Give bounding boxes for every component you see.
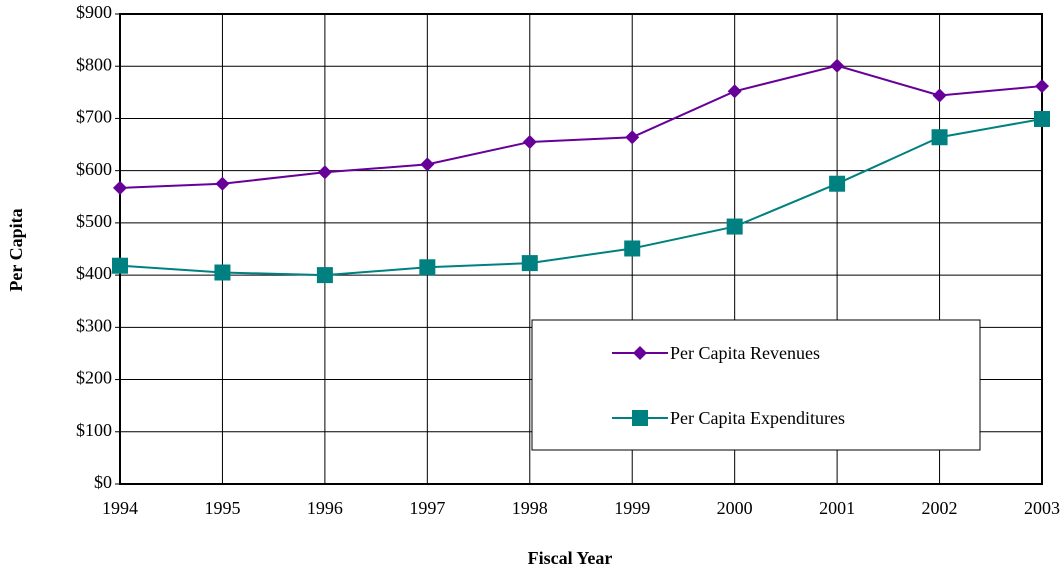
- x-tick-label: 1995: [204, 498, 240, 518]
- marker: [624, 240, 641, 257]
- x-tick-label: 1996: [307, 498, 343, 518]
- y-axis-label: Per Capita: [6, 208, 26, 291]
- marker: [727, 84, 742, 99]
- marker: [113, 180, 127, 195]
- marker: [932, 88, 947, 103]
- x-tick-label: 2000: [717, 498, 753, 518]
- y-tick-label: $900: [76, 2, 112, 22]
- marker: [726, 218, 743, 235]
- x-axis-label: Fiscal Year: [528, 548, 613, 568]
- y-tick-label: $800: [76, 54, 112, 74]
- x-tick-label: 2002: [922, 498, 958, 518]
- marker: [625, 130, 640, 145]
- series-line: [119, 64, 1043, 189]
- series-line: [119, 117, 1043, 277]
- y-tick-label: $500: [76, 211, 112, 231]
- y-tick-label: $400: [76, 263, 112, 283]
- marker: [112, 257, 128, 274]
- marker: [419, 259, 436, 276]
- y-tick-label: $200: [76, 368, 112, 388]
- y-tick-label: $0: [94, 472, 112, 492]
- marker: [316, 267, 333, 284]
- legend-box: [531, 319, 981, 451]
- x-tick-label: 2001: [819, 498, 855, 518]
- x-tick-label: 1998: [512, 498, 548, 518]
- marker: [420, 157, 435, 172]
- marker: [829, 175, 846, 192]
- y-tick-label: $600: [76, 159, 112, 179]
- legend-marker: [632, 410, 648, 426]
- x-tick-label: 1994: [102, 498, 138, 518]
- marker: [522, 134, 537, 149]
- marker: [1035, 79, 1049, 94]
- y-tick-label: $700: [76, 107, 112, 127]
- legend-label: Per Capita Expenditures: [670, 408, 845, 428]
- x-tick-label: 1997: [409, 498, 445, 518]
- marker: [521, 255, 538, 272]
- marker: [1034, 110, 1050, 127]
- x-tick-label: 1999: [614, 498, 650, 518]
- y-tick-label: $300: [76, 315, 112, 335]
- marker: [215, 176, 230, 191]
- legend-marker: [633, 346, 647, 360]
- plot-frame: [119, 13, 1043, 485]
- y-tick-label: $100: [76, 420, 112, 440]
- x-tick-label: 2003: [1024, 498, 1060, 518]
- legend-label: Per Capita Revenues: [670, 343, 820, 363]
- marker: [931, 129, 948, 146]
- marker: [214, 264, 231, 281]
- marker: [317, 165, 332, 180]
- marker: [830, 58, 845, 73]
